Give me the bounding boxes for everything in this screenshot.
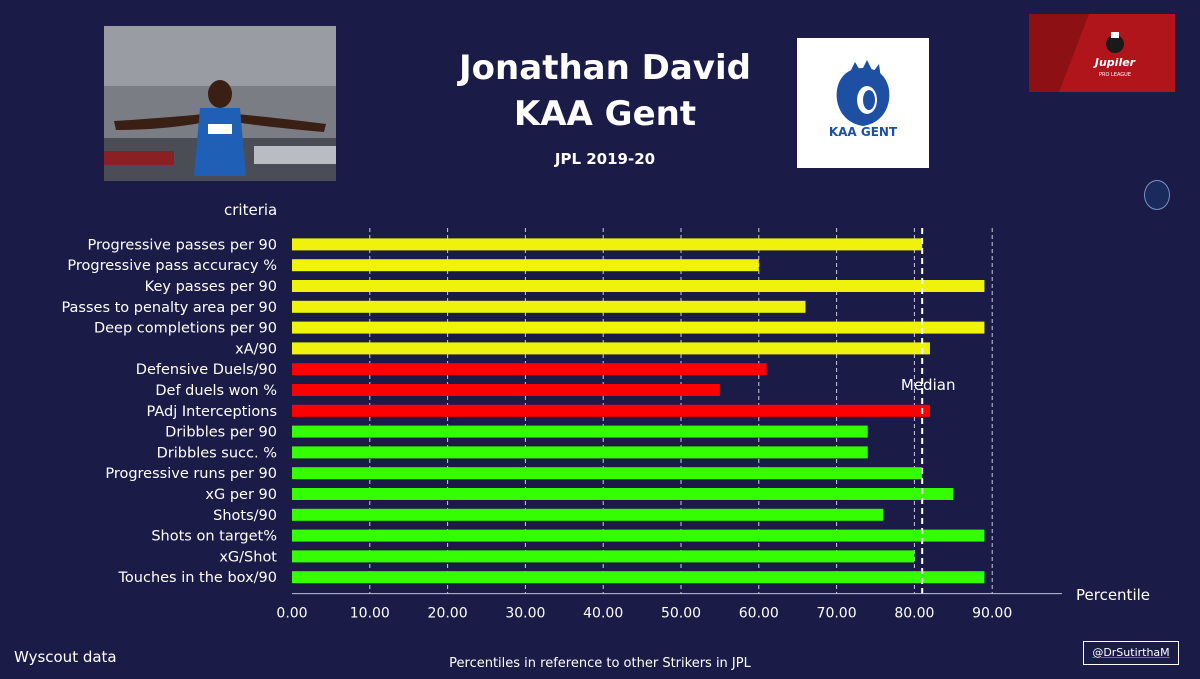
bar: [292, 571, 985, 584]
category-label: Dribbles succ. %: [157, 445, 277, 461]
category-label: Key passes per 90: [145, 279, 277, 295]
league-logo: Jupiler PRO LEAGUE: [1029, 14, 1175, 92]
x-axis-title: Percentile: [1076, 586, 1150, 604]
category-label: Shots on target%: [151, 529, 277, 545]
league-logo-subtext: PRO LEAGUE: [1099, 72, 1131, 78]
y-axis-title: criteria: [224, 201, 277, 219]
league-logo-emblem: Jupiler PRO LEAGUE: [1029, 14, 1175, 92]
bar: [292, 446, 868, 459]
x-tick-label: 30.00: [505, 606, 545, 622]
category-label: xA/90: [235, 341, 277, 357]
club-logo: KAA GENT: [797, 38, 929, 168]
x-tick-label: 0.00: [276, 606, 307, 622]
bar: [292, 550, 915, 563]
x-tick-labels: 0.00 10.00 20.00 30.00 40.00 50.00 60.00 70.00 8…: [276, 606, 1012, 622]
bar: [292, 488, 954, 500]
page-title: Jonathan David: [459, 48, 751, 88]
page-subtitle-club: KAA Gent: [513, 94, 697, 134]
data-source-label: Wyscout data: [14, 648, 117, 666]
bar: [292, 321, 985, 334]
bars: [292, 238, 985, 584]
category-label: xG/Shot: [219, 549, 277, 565]
x-tick-label: 90.00: [972, 606, 1012, 622]
category-label: xG per 90: [205, 487, 277, 503]
x-tick-label: 80.00: [894, 606, 934, 622]
category-label: Def duels won %: [155, 383, 277, 399]
player-photo: [104, 26, 336, 181]
x-tick-label: 50.00: [661, 606, 701, 622]
bar: [292, 467, 923, 480]
bar: [292, 404, 930, 417]
median-label: Median: [901, 376, 956, 394]
category-label: Touches in the box/90: [118, 570, 277, 586]
season-label: JPL 2019-20: [554, 150, 656, 168]
chart-footnote: Percentiles in reference to other Strike…: [449, 656, 751, 671]
x-tick-label: 70.00: [817, 606, 857, 622]
club-logo-text: KAA GENT: [829, 125, 898, 139]
category-label: Defensive Duels/90: [136, 362, 277, 378]
bar: [292, 238, 923, 251]
decorative-circle: [1144, 180, 1170, 210]
league-logo-text: Jupiler: [1093, 56, 1136, 69]
bar: [292, 508, 884, 521]
category-label: Deep completions per 90: [94, 321, 277, 337]
category-label: Progressive runs per 90: [105, 466, 277, 482]
bar: [292, 384, 720, 396]
x-tick-label: 40.00: [583, 606, 623, 622]
author-handle: @DrSutirthaM: [1092, 646, 1170, 659]
x-tick-label: 20.00: [428, 606, 468, 622]
category-label: Progressive passes per 90: [88, 237, 277, 253]
x-tick-label: 10.00: [350, 606, 390, 622]
bar: [292, 363, 767, 376]
category-label: PAdj Interceptions: [147, 404, 277, 420]
category-label: Progressive pass accuracy %: [67, 258, 277, 274]
bar: [292, 529, 985, 542]
category-label: Dribbles per 90: [165, 425, 277, 441]
category-label: Shots/90: [213, 508, 277, 524]
bar: [292, 425, 868, 438]
x-tick-label: 60.00: [739, 606, 779, 622]
player-photo-illustration: [104, 26, 336, 181]
author-handle-box: @DrSutirthaM: [1083, 641, 1179, 665]
bar: [292, 280, 985, 292]
category-labels: Progressive passes per 90 Progressive pas…: [61, 237, 277, 586]
club-logo-emblem: KAA GENT: [829, 60, 898, 139]
category-label: Passes to penalty area per 90: [61, 300, 277, 316]
bar: [292, 342, 930, 355]
bar: [292, 300, 806, 313]
bar: [292, 259, 759, 272]
